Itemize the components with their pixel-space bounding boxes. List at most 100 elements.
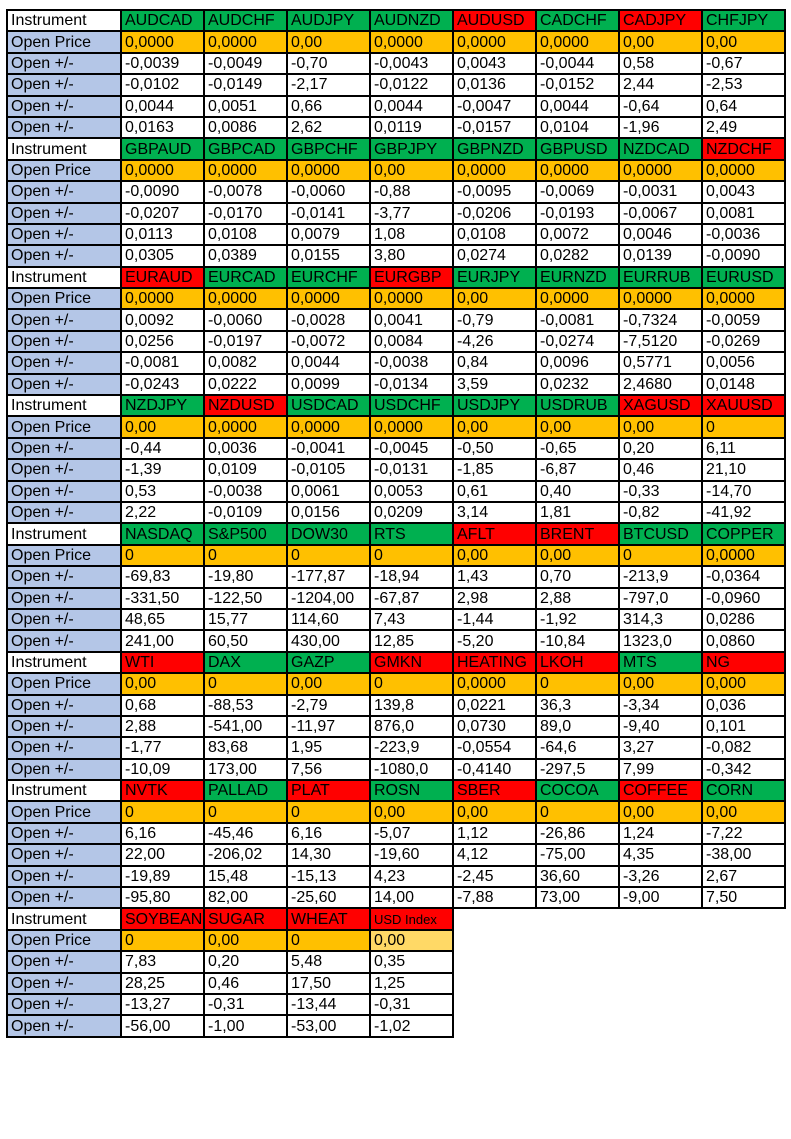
instrument-name-cell[interactable]: NVTK (120, 779, 205, 803)
open-change-cell: -0,082 (701, 736, 786, 760)
row-label-open-change: Open +/- (6, 885, 122, 910)
empty-cell (619, 907, 702, 930)
instrument-name-cell[interactable]: USDJPY (452, 394, 537, 418)
instrument-name-cell[interactable]: S&P500 (203, 522, 288, 546)
instrument-name-cell[interactable]: CADCHF (535, 8, 620, 33)
instrument-name-cell[interactable]: USDCHF (369, 394, 454, 418)
instrument-name-cell[interactable]: PALLAD (203, 779, 288, 803)
instrument-name-cell[interactable]: HEATING (452, 650, 537, 675)
instrument-name-cell[interactable]: NZDCHF (701, 137, 786, 161)
instrument-name-cell[interactable]: USD Index (369, 907, 454, 931)
open-change-row: Open +/- -0,0207 -0,0170 -0,0141 -3,77 -0,020… (6, 201, 786, 225)
instrument-name-cell[interactable]: AFLT (452, 522, 537, 546)
instrument-name-cell[interactable]: CORN (701, 779, 786, 803)
instrument-name-cell[interactable]: NASDAQ (120, 522, 205, 546)
instrument-name-cell[interactable]: USDCAD (286, 394, 371, 418)
instrument-name-cell[interactable]: SUGAR (203, 907, 288, 931)
instrument-name-cell[interactable]: GBPNZD (452, 137, 537, 161)
open-change-cell: 0,0860 (701, 629, 786, 653)
instrument-name-cell[interactable]: BRENT (535, 522, 620, 546)
instrument-name-cell[interactable]: XAUUSD (701, 394, 786, 418)
instrument-name-cell[interactable]: NZDUSD (203, 394, 288, 418)
open-change-cell: 0,0155 (286, 244, 371, 268)
open-change-cell: 48,65 (120, 607, 205, 632)
open-price-cell: 0,0000 (120, 30, 205, 54)
instrument-name-cell[interactable]: EURJPY (452, 265, 537, 290)
open-change-cell: -13,44 (286, 992, 371, 1017)
instrument-name-cell[interactable]: EURAUD (120, 265, 205, 290)
instrument-name-cell[interactable]: NG (701, 650, 786, 675)
instrument-name-cell[interactable]: GAZP (286, 650, 371, 675)
instrument-name-cell[interactable]: RTS (369, 522, 454, 546)
open-change-cell: 0,0274 (452, 244, 537, 268)
row-label-open-price: Open Price (6, 928, 122, 953)
instrument-name-cell[interactable]: AUDCAD (120, 8, 205, 33)
instrument-name-cell[interactable]: DOW30 (286, 522, 371, 546)
instrument-name-cell[interactable]: EURNZD (535, 265, 620, 290)
instrument-name-cell[interactable]: LKOH (535, 650, 620, 675)
instrument-name-cell[interactable]: USDRUB (535, 394, 620, 418)
open-change-cell: 0,0099 (286, 372, 371, 397)
open-change-cell: -0,0072 (286, 329, 371, 354)
instrument-name-cell[interactable]: WHEAT (286, 907, 371, 931)
instrument-name-cell[interactable]: EURUSD (701, 265, 786, 290)
open-change-cell: 0,0044 (535, 94, 620, 118)
instrument-name-cell[interactable]: CADJPY (618, 8, 703, 33)
open-change-row: Open +/- -95,80 82,00 -25,60 14,00 -7,88 73,00… (6, 885, 786, 910)
open-change-cell: -0,0067 (618, 201, 703, 225)
open-change-cell: 12,85 (369, 629, 454, 653)
instrument-name-cell[interactable]: GMKN (369, 650, 454, 675)
instrument-name-cell[interactable]: COCOA (535, 779, 620, 803)
instrument-name-cell[interactable]: SOYBEAN (120, 907, 205, 931)
instrument-name-cell[interactable]: EURCHF (286, 265, 371, 290)
instrument-name-cell[interactable]: AUDNZD (369, 8, 454, 33)
instrument-name-cell[interactable]: EURCAD (203, 265, 288, 290)
row-label-open-change: Open +/- (6, 693, 122, 717)
open-change-cell: -0,0193 (535, 201, 620, 225)
open-change-cell: -2,53 (701, 73, 786, 97)
instrument-name-cell[interactable]: GBPJPY (369, 137, 454, 161)
open-price-cell: 0,00 (618, 30, 703, 54)
instrument-name-cell[interactable]: XAGUSD (618, 394, 703, 418)
instrument-name-cell[interactable]: AUDUSD (452, 8, 537, 33)
open-change-cell: -0,0039 (120, 51, 205, 76)
instrument-name-cell[interactable]: EURGBP (369, 265, 454, 290)
open-change-cell: -0,88 (369, 180, 454, 204)
instrument-name-cell[interactable]: MTS (618, 650, 703, 675)
instrument-name-cell[interactable]: GBPCAD (203, 137, 288, 161)
open-change-cell: -0,0206 (452, 201, 537, 225)
open-change-cell: 0,0041 (369, 308, 454, 332)
instrument-name-cell[interactable]: COFFEE (618, 779, 703, 803)
open-change-cell: -1,02 (369, 1014, 454, 1038)
instrument-name-cell[interactable]: CHFJPY (701, 8, 786, 33)
instrument-name-cell[interactable]: PLAT (286, 779, 371, 803)
open-change-cell: 0,0221 (452, 693, 537, 717)
open-price-row: Open Price 0,00 0 0,00 0 0,0000 0 0,00 0,000 (6, 672, 786, 696)
instrument-name-cell[interactable]: COPPER (701, 522, 786, 546)
instrument-name-cell[interactable]: SBER (452, 779, 537, 803)
open-change-cell: -0,0078 (203, 180, 288, 204)
row-label-open-change: Open +/- (6, 565, 122, 589)
instrument-name-cell[interactable]: GBPCHF (286, 137, 371, 161)
instrument-name-cell[interactable]: NZDJPY (120, 394, 205, 418)
instrument-name-cell[interactable]: AUDJPY (286, 8, 371, 33)
row-label-instrument: Instrument (6, 650, 122, 675)
row-label-open-change: Open +/- (6, 586, 122, 610)
open-change-cell: -5,07 (369, 821, 454, 846)
instrument-name-cell[interactable]: GBPAUD (120, 137, 205, 161)
instrument-name-cell[interactable]: WTI (120, 650, 205, 675)
instrument-name-cell[interactable]: AUDCHF (203, 8, 288, 33)
row-label-instrument: Instrument (6, 265, 122, 290)
open-price-cell: 0,0000 (369, 415, 454, 439)
instrument-name-cell[interactable]: BTCUSD (618, 522, 703, 546)
instrument-name-cell[interactable]: EURRUB (618, 265, 703, 290)
open-price-cell: 0,00 (369, 928, 454, 953)
open-change-cell: 0,0044 (369, 94, 454, 118)
open-change-cell: 0,66 (286, 94, 371, 118)
instrument-name-cell[interactable]: NZDCAD (618, 137, 703, 161)
open-change-cell: -2,45 (452, 864, 537, 889)
instrument-name-cell[interactable]: DAX (203, 650, 288, 675)
instrument-name-cell[interactable]: GBPUSD (535, 137, 620, 161)
open-change-cell: 0,53 (120, 479, 205, 504)
instrument-name-cell[interactable]: ROSN (369, 779, 454, 803)
